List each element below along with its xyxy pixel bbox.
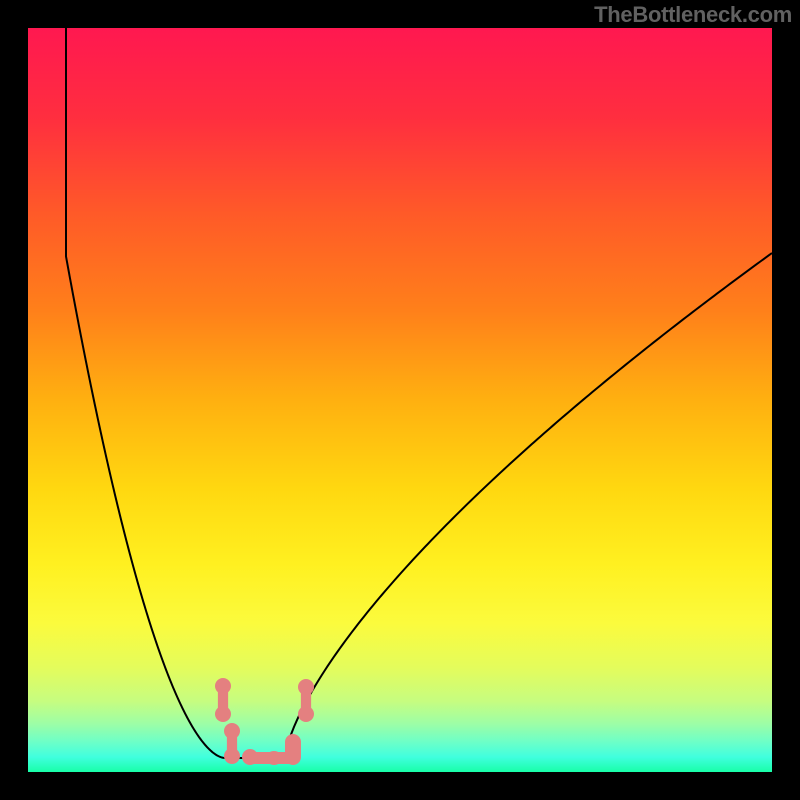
curve-marker (266, 751, 282, 765)
chart-container: TheBottleneck.com (0, 0, 800, 800)
plot-svg (28, 28, 772, 772)
watermark-text: TheBottleneck.com (594, 2, 792, 28)
curve-marker (242, 749, 258, 765)
curve-marker (285, 734, 301, 765)
gradient-background (28, 28, 772, 772)
